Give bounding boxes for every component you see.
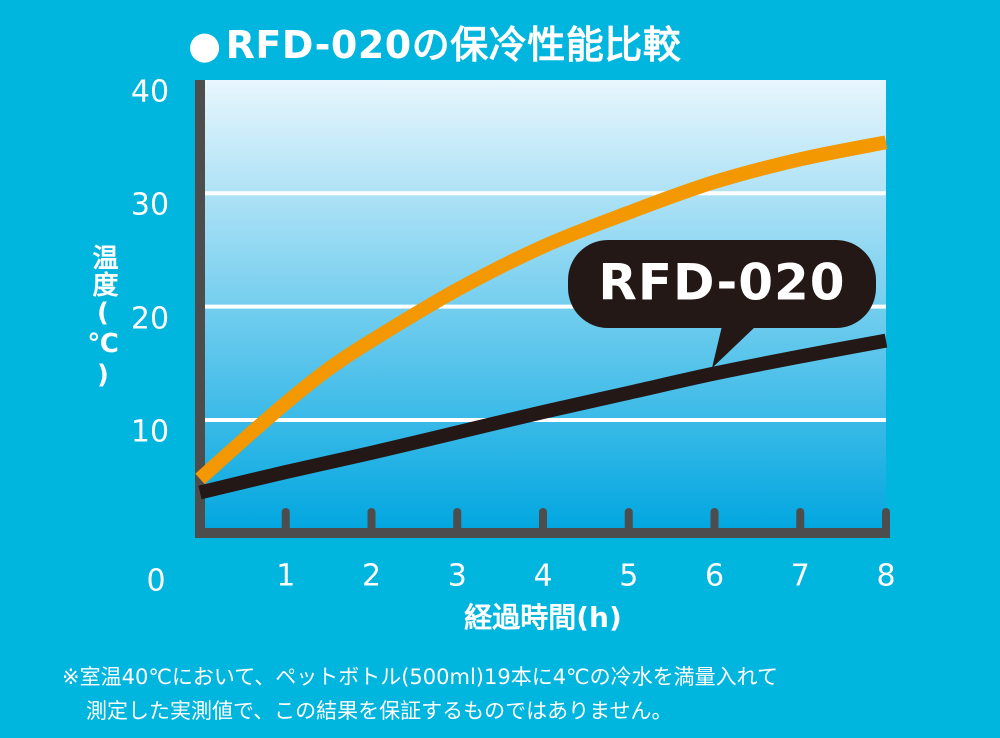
x-axis-label: 経過時間(h) [464,601,622,634]
footnote-line-1: ※室温40℃において、ペットボトル(500ml)19本に4℃の冷水を満量入れて [62,665,779,689]
y-tick-label: 0 [146,564,165,599]
callout-bubble [568,240,876,328]
rfd-020-callout: RFD-020 [568,240,876,368]
callout-pointer [712,326,756,368]
series-line-rfd-020 [198,333,888,500]
callout-label: RFD-020 [598,254,845,312]
x-tick-label: 1 [276,559,295,594]
y-tick-label: 40 [131,75,169,110]
x-tick-label: 5 [619,559,638,594]
footnote: ※室温40℃において、ペットボトル(500ml)19本に4℃の冷水を満量入れて … [62,660,992,728]
chart-title-text: RFD-020の保冷性能比較 [225,23,682,67]
x-tick-label: 3 [448,559,467,594]
x-tick-label: 4 [533,559,552,594]
title-bullet: ● [188,23,222,67]
chart-title: ● RFD-020の保冷性能比較 [188,14,681,69]
series-line-orange [195,135,888,485]
y-tick-label: 30 [131,188,169,223]
y-axis-label: 温度(℃) [88,244,118,391]
x-tick-label: 8 [876,559,895,594]
footnote-line-2: 測定した実測値で、この結果を保証するものではありません。 [86,699,673,723]
x-tick-label: 6 [705,559,724,594]
x-tick-label: 2 [362,559,381,594]
y-tick-label: 20 [131,302,169,337]
x-tick-label: 7 [791,559,810,594]
y-tick-label: 10 [131,415,169,450]
